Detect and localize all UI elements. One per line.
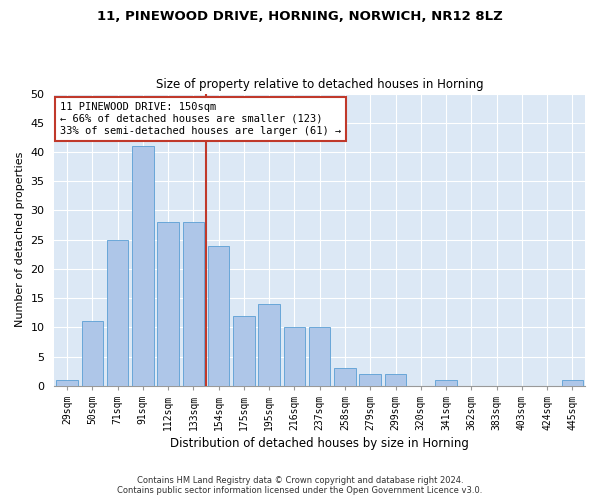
Bar	[435, 380, 457, 386]
Bar	[208, 246, 229, 386]
X-axis label: Distribution of detached houses by size in Horning: Distribution of detached houses by size …	[170, 437, 469, 450]
Bar	[259, 304, 280, 386]
Text: Contains HM Land Registry data © Crown copyright and database right 2024.
Contai: Contains HM Land Registry data © Crown c…	[118, 476, 482, 495]
Bar	[182, 222, 204, 386]
Bar	[562, 380, 583, 386]
Bar	[359, 374, 381, 386]
Bar	[157, 222, 179, 386]
Y-axis label: Number of detached properties: Number of detached properties	[15, 152, 25, 328]
Title: Size of property relative to detached houses in Horning: Size of property relative to detached ho…	[156, 78, 484, 91]
Bar	[309, 328, 331, 386]
Text: 11, PINEWOOD DRIVE, HORNING, NORWICH, NR12 8LZ: 11, PINEWOOD DRIVE, HORNING, NORWICH, NR…	[97, 10, 503, 23]
Text: 11 PINEWOOD DRIVE: 150sqm
← 66% of detached houses are smaller (123)
33% of semi: 11 PINEWOOD DRIVE: 150sqm ← 66% of detac…	[60, 102, 341, 136]
Bar	[284, 328, 305, 386]
Bar	[233, 316, 254, 386]
Bar	[132, 146, 154, 386]
Bar	[385, 374, 406, 386]
Bar	[107, 240, 128, 386]
Bar	[56, 380, 78, 386]
Bar	[82, 322, 103, 386]
Bar	[334, 368, 356, 386]
